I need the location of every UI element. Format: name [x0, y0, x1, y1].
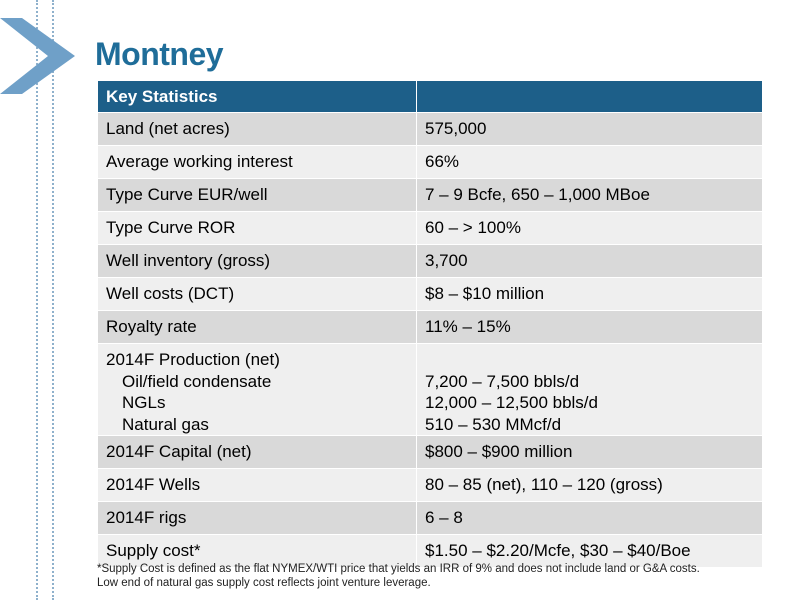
row-label: Royalty rate: [97, 310, 417, 344]
row-value: 80 – 85 (net), 110 – 120 (gross): [416, 468, 763, 502]
table-row: Average working interest 66%: [97, 145, 763, 179]
production-heading: 2014F Production (net): [106, 350, 280, 369]
table-row: Type Curve EUR/well 7 – 9 Bcfe, 650 – 1,…: [97, 178, 763, 212]
row-value: 66%: [416, 145, 763, 179]
row-value: $800 – $900 million: [416, 435, 763, 469]
row-label: Type Curve ROR: [97, 211, 417, 245]
table-row: Well costs (DCT) $8 – $10 million: [97, 277, 763, 311]
table-row: Royalty rate 11% – 15%: [97, 310, 763, 344]
row-label: 2014F Wells: [97, 468, 417, 502]
production-item-value: 510 – 530 MMcf/d: [425, 414, 562, 434]
row-value: 6 – 8: [416, 501, 763, 535]
row-label: Well inventory (gross): [97, 244, 417, 278]
row-value: 7 – 9 Bcfe, 650 – 1,000 MBoe: [416, 178, 763, 212]
key-statistics-table: Key Statistics Land (net acres) 575,000 …: [97, 80, 763, 568]
row-label: Land (net acres): [97, 112, 417, 146]
table-row: 2014F rigs 6 – 8: [97, 501, 763, 535]
row-value: 3,700: [416, 244, 763, 278]
row-value: 11% – 15%: [416, 310, 763, 344]
table-row: Well inventory (gross) 3,700: [97, 244, 763, 278]
production-item-value: 7,200 – 7,500 bbls/d: [425, 371, 580, 391]
production-labels: 2014F Production (net) Oil/field condens…: [97, 343, 417, 436]
row-label: 2014F rigs: [97, 501, 417, 535]
row-label: Supply cost*: [97, 534, 417, 568]
footnote: *Supply Cost is defined as the flat NYME…: [97, 562, 777, 590]
production-item-label: Oil/field condensate: [122, 371, 272, 391]
table-header-row: Key Statistics: [97, 80, 763, 113]
table-row: Type Curve ROR 60 – > 100%: [97, 211, 763, 245]
row-label: Type Curve EUR/well: [97, 178, 417, 212]
page-title: Montney: [95, 36, 224, 72]
row-value: 60 – > 100%: [416, 211, 763, 245]
dotted-line-right: [52, 0, 54, 600]
footnote-line: Low end of natural gas supply cost refle…: [97, 577, 431, 589]
production-item-label: Natural gas: [122, 414, 209, 434]
row-label: Well costs (DCT): [97, 277, 417, 311]
production-row: 2014F Production (net) Oil/field condens…: [97, 343, 763, 436]
row-value: 575,000: [416, 112, 763, 146]
table-row: Land (net acres) 575,000: [97, 112, 763, 146]
footnote-line: *Supply Cost is defined as the flat NYME…: [97, 563, 700, 575]
table-header-value: [416, 80, 763, 113]
production-values: 7,200 – 7,500 bbls/d 12,000 – 12,500 bbl…: [416, 343, 763, 436]
production-item-value: 12,000 – 12,500 bbls/d: [425, 393, 598, 412]
table-row: 2014F Wells 80 – 85 (net), 110 – 120 (gr…: [97, 468, 763, 502]
dotted-line-left: [36, 0, 38, 600]
table-row: 2014F Capital (net) $800 – $900 million: [97, 435, 763, 469]
row-value: $8 – $10 million: [416, 277, 763, 311]
row-value: $1.50 – $2.20/Mcfe, $30 – $40/Boe: [416, 534, 763, 568]
table-header-label: Key Statistics: [97, 80, 417, 113]
row-label: 2014F Capital (net): [97, 435, 417, 469]
chevron-logo-icon: [0, 18, 75, 94]
production-item-label: NGLs: [122, 393, 166, 412]
table-row: Supply cost* $1.50 – $2.20/Mcfe, $30 – $…: [97, 534, 763, 568]
row-label: Average working interest: [97, 145, 417, 179]
